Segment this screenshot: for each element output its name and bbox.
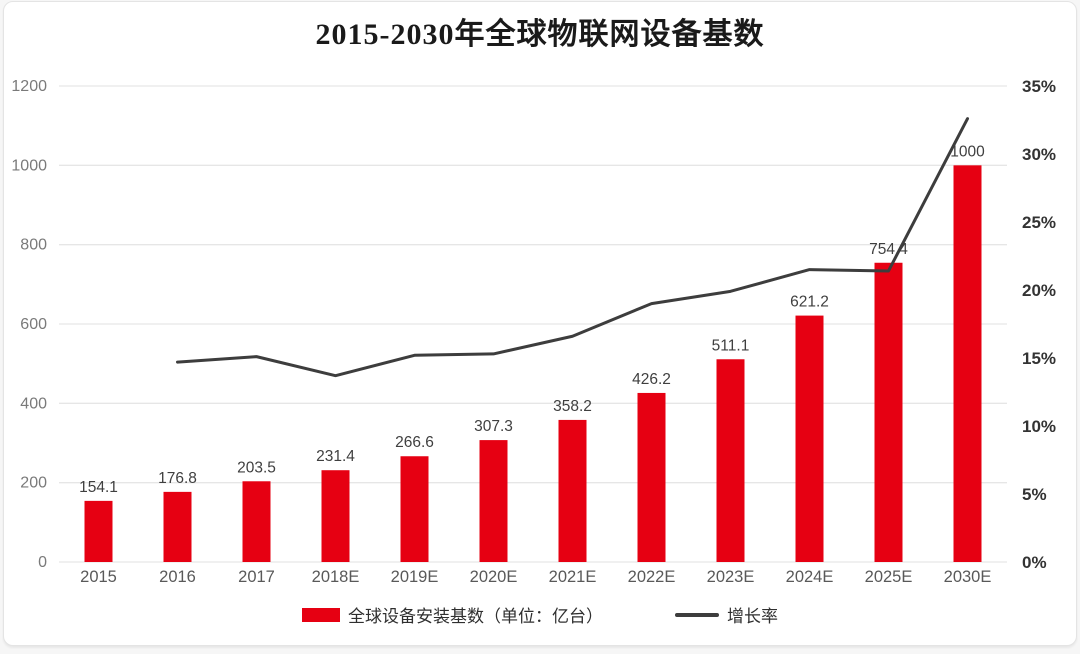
bar-value-label: 1000 — [950, 143, 985, 160]
chart-card: 2015-2030年全球物联网设备基数 0 200 400 600 800 1000 120… — [3, 1, 1077, 646]
bar-2018E — [321, 470, 350, 562]
chart-plot-area: 0 200 400 600 800 1000 1200 0% 5% 10% 15% 20% 25% 30%… — [11, 77, 1056, 586]
bar-value-label: 511.1 — [712, 337, 750, 354]
left-axis-tick-label: 0 — [38, 554, 47, 571]
bar-2020E — [479, 440, 508, 562]
legend-label-device-base: 全球设备安装基数（单位：亿台） — [348, 607, 603, 626]
bar-value-label: 426.2 — [632, 371, 671, 388]
left-axis-tick-label: 200 — [20, 475, 47, 492]
x-axis-category-label: 2018E — [312, 568, 360, 586]
right-axis-tick-label: 20% — [1022, 281, 1056, 300]
x-axis-category-label: 2025E — [865, 568, 913, 586]
bar-value-label: 231.4 — [316, 448, 355, 465]
x-axis-category-label: 2020E — [470, 568, 518, 586]
bar-2023E — [716, 359, 745, 562]
x-axis-category-label: 2030E — [944, 568, 992, 586]
x-axis-category-label: 2019E — [391, 568, 439, 586]
right-axis-tick-label: 25% — [1022, 213, 1056, 232]
left-axis-tick-label: 1000 — [11, 157, 47, 174]
right-axis-tick-label: 0% — [1022, 553, 1047, 572]
left-axis-tick-label: 800 — [20, 237, 47, 254]
growth-rate-line — [176, 117, 969, 378]
bar-value-label: 358.2 — [553, 398, 592, 415]
left-axis-tick-label: 400 — [20, 395, 47, 412]
left-axis-tick-label: 600 — [20, 316, 47, 333]
bar-series-swatch — [302, 607, 340, 622]
left-axis-tick-label: 1200 — [11, 78, 47, 95]
legend-label-growth-rate: 增长率 — [727, 607, 778, 626]
x-axis-category-label: 2016 — [159, 568, 196, 586]
bar-2024E — [795, 315, 824, 562]
x-axis-category-label: 2024E — [786, 568, 834, 586]
bar-2019E — [400, 456, 429, 562]
right-axis-tick-label: 10% — [1022, 417, 1056, 436]
bar-value-label: 176.8 — [158, 470, 197, 487]
x-axis-category-label: 2021E — [549, 568, 597, 586]
bar-2030E — [953, 165, 982, 562]
right-axis-tick-label: 5% — [1022, 485, 1047, 504]
bar-value-label: 307.3 — [474, 418, 513, 435]
bar-2016 — [163, 491, 192, 562]
bar-2017 — [242, 481, 271, 562]
legend-item-device-base: 全球设备安装基数（单位：亿台） — [302, 602, 603, 627]
bar-value-label: 266.6 — [395, 434, 434, 451]
bar-2022E — [637, 392, 666, 562]
right-axis-tick-label: 30% — [1022, 145, 1056, 164]
chart-legend: 全球设备安装基数（单位：亿台） 增长率 — [302, 602, 778, 627]
x-axis-category-label: 2023E — [707, 568, 755, 586]
right-axis-tick-label: 35% — [1022, 77, 1056, 96]
x-axis-category-label: 2022E — [628, 568, 676, 586]
bar-2015 — [84, 500, 113, 562]
legend-item-growth-rate: 增长率 — [675, 602, 778, 627]
x-axis-category-label: 2015 — [80, 568, 117, 586]
x-axis-category-label: 2017 — [238, 568, 275, 586]
chart-title: 2015-2030年全球物联网设备基数 — [315, 18, 765, 51]
bar-2025E — [874, 262, 903, 562]
bar-value-label: 154.1 — [79, 479, 118, 496]
bar-value-label: 203.5 — [237, 459, 276, 476]
line-series-swatch — [675, 612, 719, 617]
bar-2021E — [558, 419, 587, 562]
right-axis-tick-label: 15% — [1022, 349, 1056, 368]
bar-value-label: 621.2 — [790, 294, 829, 311]
